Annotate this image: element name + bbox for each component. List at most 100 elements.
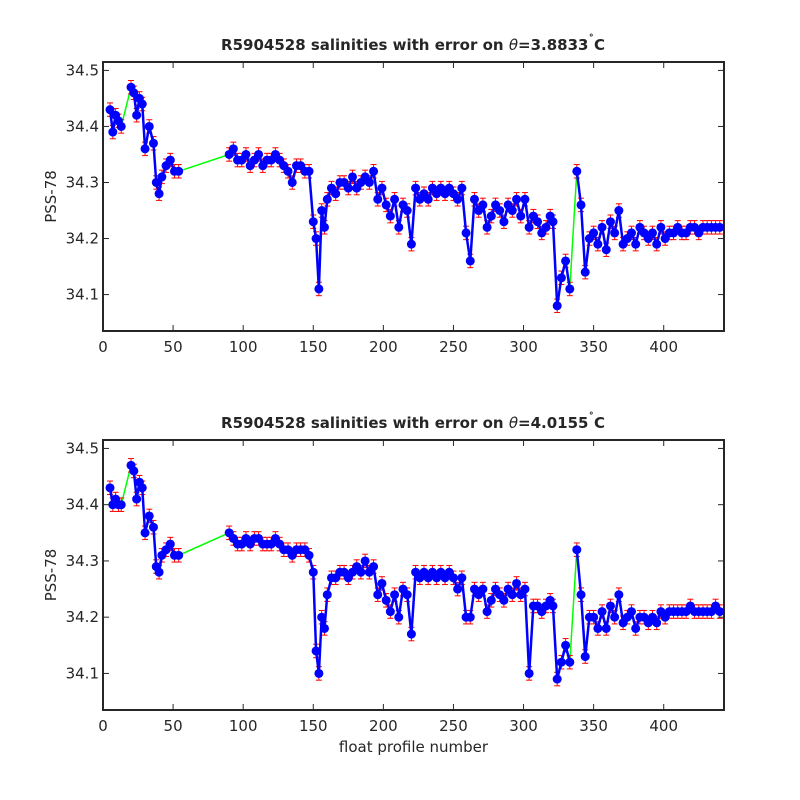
salinity-point xyxy=(576,590,586,600)
salinity-point xyxy=(148,522,158,532)
x-tick-label: 350 xyxy=(579,717,608,735)
salinity-point xyxy=(478,584,488,594)
salinity-point xyxy=(580,652,590,662)
salinity-point xyxy=(556,273,566,283)
y-tick-label: 34.5 xyxy=(66,61,99,79)
x-tick-label: 300 xyxy=(509,338,538,356)
salinity-point xyxy=(140,144,150,154)
salinity-point xyxy=(552,301,562,311)
salinity-point xyxy=(154,189,164,199)
salinity-point xyxy=(311,646,321,656)
salinity-line-segment xyxy=(152,527,158,567)
salinity-line-segment xyxy=(460,187,468,234)
salinity-point xyxy=(652,239,662,249)
salinity-line-segment xyxy=(583,238,591,273)
salinity-point xyxy=(311,234,321,244)
bottom-plot-axes: 0 50 100 150 200 250 300 350 400 34.1 34.2 34.3 34.4… xyxy=(66,439,724,735)
salinity-point xyxy=(499,595,509,605)
salinity-line-segment xyxy=(579,594,587,657)
salinity-point xyxy=(478,200,488,210)
salinity-line-segment xyxy=(372,171,379,200)
salinity-line-segment xyxy=(410,572,417,635)
salinity-point xyxy=(406,629,416,639)
salinity-point xyxy=(610,612,620,622)
salinity-point xyxy=(469,194,479,204)
salinity-point xyxy=(631,623,641,633)
salinity-point xyxy=(631,239,641,249)
salinity-point xyxy=(157,172,167,182)
salinity-point xyxy=(283,166,293,176)
salinity-point xyxy=(453,194,463,204)
salinity-line-segment xyxy=(469,199,476,262)
salinity-point xyxy=(108,127,118,137)
salinity-point xyxy=(715,607,725,617)
salinity-point xyxy=(317,612,327,622)
salinity-point xyxy=(132,494,142,504)
salinity-point xyxy=(601,245,611,255)
bottom-x-axis-label: float profile number xyxy=(339,738,489,756)
y-tick-label: 34.2 xyxy=(66,608,99,626)
salinity-point xyxy=(556,657,566,667)
salinity-point xyxy=(520,584,530,594)
salinity-point xyxy=(411,183,421,193)
salinity-point xyxy=(369,562,379,572)
salinity-point xyxy=(287,177,297,187)
salinity-line-segment xyxy=(575,549,583,595)
salinity-point xyxy=(148,138,158,148)
salinity-point xyxy=(580,267,590,277)
salinity-point xyxy=(561,256,571,266)
salinity-point xyxy=(541,222,551,232)
salinity-point xyxy=(319,623,329,633)
x-tick-label: 100 xyxy=(229,717,258,735)
salinity-line-segment xyxy=(141,103,147,149)
salinity-line-segment xyxy=(469,588,476,618)
salinity-point xyxy=(572,166,582,176)
salinity-point xyxy=(406,239,416,249)
salinity-point xyxy=(390,194,400,204)
x-tick-label: 400 xyxy=(649,338,678,356)
salinity-point xyxy=(601,623,611,633)
top-y-axis-label: PSS-78 xyxy=(42,170,60,223)
salinity-point xyxy=(241,149,251,159)
y-tick-label: 34.3 xyxy=(66,173,99,191)
salinity-point xyxy=(314,668,324,678)
salinity-point xyxy=(626,228,636,238)
salinity-point xyxy=(448,573,458,583)
salinity-point xyxy=(465,256,475,266)
salinity-point xyxy=(322,194,332,204)
salinity-point xyxy=(482,607,492,617)
x-tick-label: 50 xyxy=(164,338,183,356)
salinity-point xyxy=(495,206,505,216)
x-tick-label: 400 xyxy=(649,717,678,735)
x-tick-label: 50 xyxy=(164,717,183,735)
salinity-line-segment xyxy=(397,588,405,618)
top-plot-frame xyxy=(102,61,725,332)
salinity-point xyxy=(524,222,534,232)
salinity-point xyxy=(520,194,530,204)
salinity-point xyxy=(507,590,517,600)
x-tick-label: 200 xyxy=(369,338,398,356)
salinity-point xyxy=(605,601,615,611)
top-title-value: =3.8833 xyxy=(518,36,588,54)
salinity-line-segment xyxy=(527,605,535,674)
salinity-point xyxy=(343,183,353,193)
salinity-point xyxy=(614,590,624,600)
salinity-point xyxy=(610,228,620,238)
bottom-title-degree: ˚ xyxy=(588,411,594,424)
bottom-y-axis-label: PSS-78 xyxy=(42,549,60,602)
salinity-point xyxy=(402,206,412,216)
y-tick-label: 34.4 xyxy=(66,117,99,135)
salinity-line-segment xyxy=(551,221,559,306)
salinity-point xyxy=(105,483,115,493)
salinity-point xyxy=(151,177,161,187)
salinity-point xyxy=(589,612,599,622)
salinity-point xyxy=(348,172,358,182)
salinity-line-segment xyxy=(617,594,625,623)
salinity-point xyxy=(377,578,387,588)
y-tick-label: 34.4 xyxy=(66,496,99,514)
bottom-panel: 0 50 100 150 200 250 300 350 400 34.1 34.2 34.3 34.4… xyxy=(42,411,725,756)
salinity-point xyxy=(144,121,154,131)
salinity-point xyxy=(304,550,314,560)
salinity-line-segment xyxy=(551,605,559,680)
